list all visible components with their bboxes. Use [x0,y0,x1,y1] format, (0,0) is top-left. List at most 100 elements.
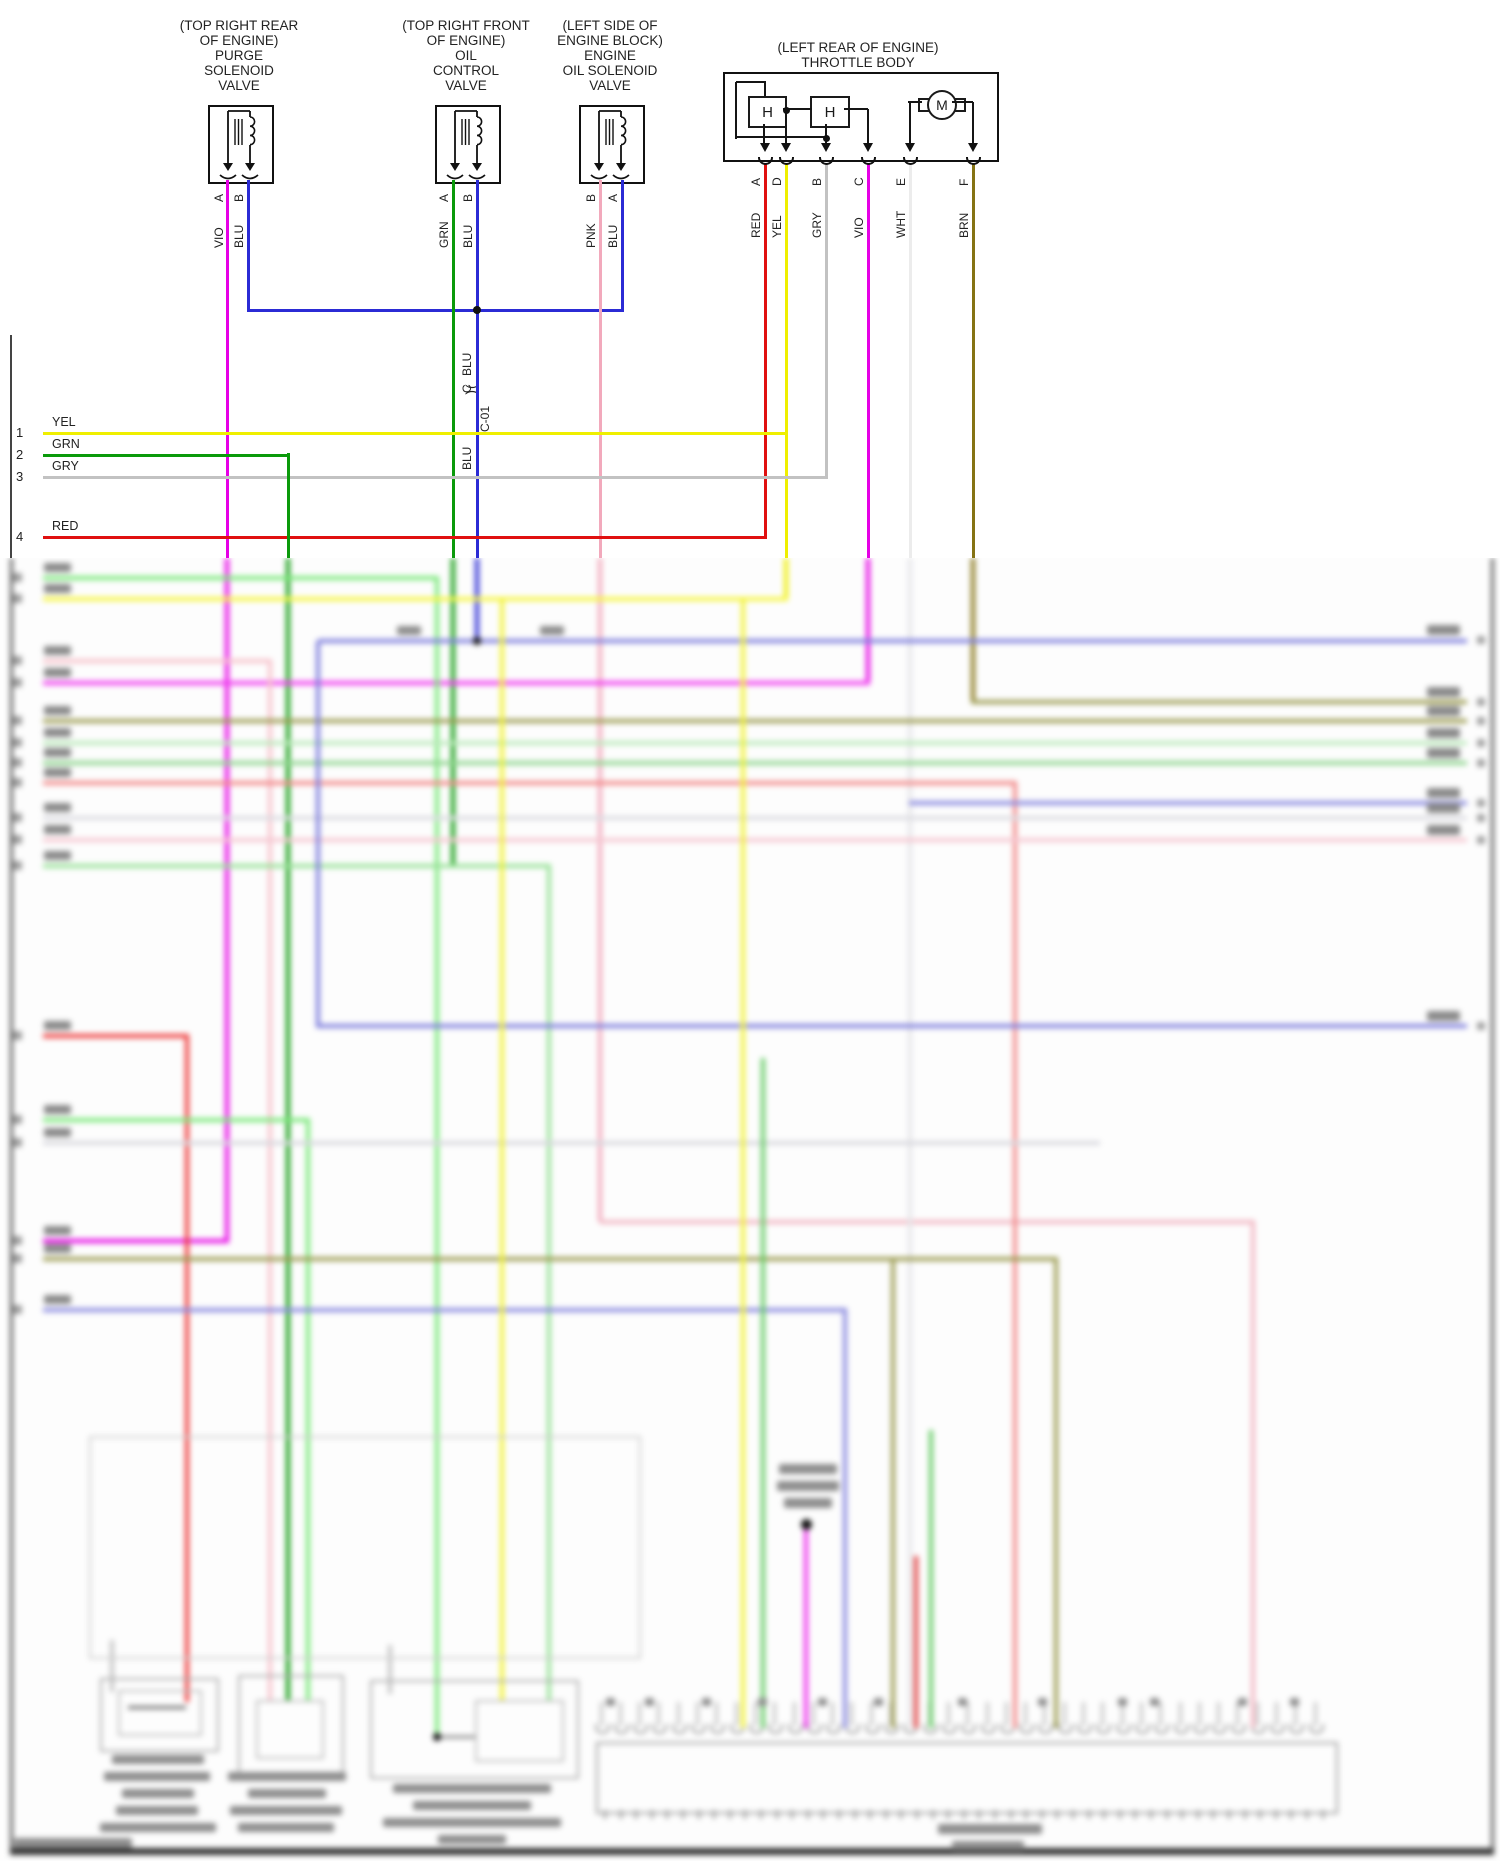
blurred-text-blob [1238,1698,1247,1706]
connector-wire-stub [599,1702,603,1726]
pin-connector-bracket [966,157,981,165]
connector-wire-stub [1275,1702,1278,1726]
blurred-row-label-blob [44,668,71,677]
connector-dash-tick [1103,1810,1106,1819]
pin-letter-label: A [437,193,451,202]
wire-segment [246,180,250,312]
blurred-text-blob [784,1498,832,1508]
connector-dash-tick [1212,1810,1215,1819]
c01-connector-id: C-01 [478,405,492,432]
wire-segment [43,864,551,868]
connector-dash-tick [1087,1810,1090,1819]
wire-color-label: BLU [461,224,475,248]
connector-dash-tick [728,1810,731,1819]
connector-pin [1250,1724,1266,1734]
engine-oil-solenoid-name-line: ENGINE [584,48,636,63]
wire-segment [43,475,828,479]
wire-segment [972,102,974,145]
connector-wire-stub [753,1702,757,1726]
connector-pin [1154,1724,1170,1734]
junction-dot [782,106,790,114]
component-box-outline [118,1690,202,1736]
blurred-row-number-blob [13,1305,22,1314]
blurred-row-number-blob [13,678,22,687]
row-number: 1 [16,425,24,440]
pin-letter-label: A [212,193,226,202]
pin-letter-label: B [810,177,824,186]
connector-dash-tick [635,1810,638,1819]
wire-segment [10,335,12,558]
blurred-row-label-blob [44,1128,71,1137]
connector-wire-stub [869,1702,873,1726]
connector-dash-tick [1196,1810,1199,1819]
connector-dash-tick [1165,1810,1168,1819]
blurred-row-label-blob [44,1226,71,1235]
blurred-row-number-blob [1477,759,1485,767]
wire-segment [971,558,975,704]
connector-wire-stub [1062,1702,1066,1726]
connector-pin [710,1724,726,1734]
blurred-row-number-blob [13,594,22,603]
wire-segment [43,1118,310,1122]
connector-pin [903,1724,919,1734]
connector-dash-tick [713,1810,716,1819]
throttle-body-location-line: (LEFT REAR OF ENGINE) [777,40,939,55]
connector-wire-stub [657,1702,661,1726]
blurred-text-blob [230,1806,342,1815]
blurred-text-blob [1150,1698,1159,1706]
connector-wire-stub [985,1702,989,1726]
blurred-row-label-blob [44,768,71,777]
wire-segment [225,180,229,558]
connector-pin [1038,1724,1054,1734]
connector-dash-tick [1274,1810,1277,1819]
connector-dash-tick [1181,1810,1184,1819]
blurred-text-blob [238,1823,334,1832]
wire-segment [620,180,624,312]
connector-dash-tick [697,1810,700,1819]
junction-dot [822,134,830,142]
connector-wire-stub [696,1702,699,1726]
connector-dash-tick [650,1810,653,1819]
wire-color-label: VIO [852,217,866,238]
wire-segment [316,641,320,1028]
connector-wire-stub [1082,1702,1085,1726]
wire-segment [598,180,602,558]
wire-segment [43,659,272,663]
pin-letter-label: D [770,177,784,186]
hall-sensor-1: H [748,96,787,128]
connector-wire-stub [676,1702,680,1726]
wire-segment [43,576,439,580]
connector-dash-tick [791,1810,794,1819]
connector-wire-stub [1159,1702,1163,1726]
pin-letter-label: A [606,193,620,202]
connector-dash-tick [1259,1810,1262,1819]
connector-pin [864,1724,880,1734]
wire-segment [1054,1259,1058,1728]
pin-connector-bracket [903,157,918,165]
connector-wire-stub [792,1702,796,1726]
blurred-row-number-blob [13,1115,22,1124]
connector-pin [884,1724,899,1734]
connector-pin [845,1724,861,1734]
blurred-row-number-blob [13,1236,22,1245]
connector-dash-tick [1040,1810,1043,1819]
blurred-text-blob [393,1784,551,1793]
connector-dash-tick [1025,1810,1028,1819]
wire-segment [43,681,870,685]
wire-segment [43,1141,1100,1145]
wire-segment [761,1058,765,1728]
pin-letter-label: B [461,193,475,202]
connector-pin [1270,1724,1285,1734]
junction-dot [473,637,481,645]
connector-wire-stub [1043,1702,1047,1726]
blurred-text-blob [228,1772,346,1781]
connector-dash-tick [884,1810,887,1819]
wire-segment [388,1645,392,1694]
wire-segment [804,1524,808,1728]
wire-segment [866,558,870,685]
purge-valve-location-line: OF ENGINE) [199,33,279,48]
blurred-row-label-blob [44,1021,71,1030]
connector-pin [594,1724,610,1734]
blurred-row-number-blob [13,861,22,870]
